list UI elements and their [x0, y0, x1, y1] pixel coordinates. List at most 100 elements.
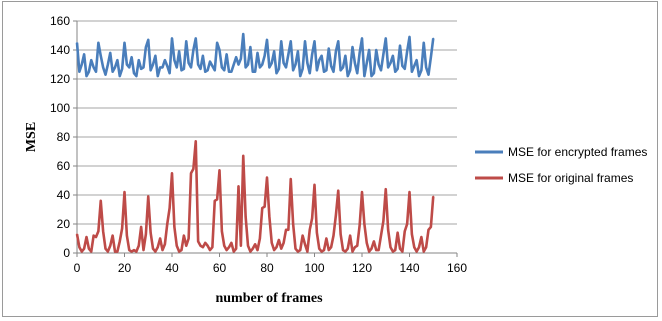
data-point — [90, 250, 93, 253]
data-point — [432, 37, 435, 40]
data-point — [175, 66, 178, 69]
data-point — [406, 50, 408, 53]
data-point — [351, 250, 354, 253]
data-point — [320, 250, 323, 253]
data-point — [173, 59, 176, 61]
data-point — [339, 233, 342, 235]
data-point — [83, 247, 85, 250]
data-point — [266, 176, 268, 179]
data-point — [301, 68, 304, 70]
data-point — [178, 50, 180, 53]
data-point — [251, 247, 254, 250]
data-point — [166, 223, 169, 225]
data-point — [278, 239, 280, 241]
data-point — [133, 249, 135, 251]
data-point — [316, 231, 318, 234]
data-point — [373, 72, 375, 74]
data-point — [206, 69, 209, 72]
data-point — [263, 55, 266, 57]
data-point — [102, 230, 104, 233]
data-point — [109, 52, 112, 54]
data-point — [301, 234, 304, 237]
data-point — [396, 231, 399, 234]
data-point — [213, 69, 216, 72]
data-point — [427, 229, 430, 231]
data-point — [85, 236, 88, 238]
x-tick-label: 0 — [74, 261, 81, 275]
data-point — [204, 242, 207, 244]
data-point — [187, 62, 190, 64]
data-point — [432, 195, 435, 198]
data-point — [209, 60, 211, 63]
data-point — [247, 244, 249, 247]
data-point — [261, 207, 264, 209]
data-point — [275, 246, 278, 248]
data-point — [323, 249, 325, 251]
y-tick-label: 100 — [50, 101, 70, 115]
data-point — [280, 247, 283, 250]
data-point — [135, 250, 138, 253]
data-point — [349, 234, 351, 237]
y-axis-title: MSE — [24, 122, 39, 152]
data-point — [349, 69, 351, 72]
data-point — [415, 59, 418, 61]
data-point — [76, 233, 78, 235]
series-line — [75, 140, 435, 253]
data-point — [335, 50, 337, 53]
data-point — [140, 68, 142, 70]
data-point — [382, 53, 385, 56]
data-point — [135, 75, 138, 77]
y-tick-label: 80 — [57, 130, 71, 144]
data-point — [403, 68, 406, 70]
data-point — [254, 243, 256, 246]
data-point — [173, 226, 176, 228]
data-point — [92, 66, 95, 69]
data-point — [166, 65, 169, 67]
data-point — [384, 37, 387, 40]
data-point — [123, 41, 126, 44]
data-point — [247, 63, 249, 66]
data-point — [107, 250, 109, 253]
data-point — [337, 40, 340, 43]
data-point — [256, 249, 259, 251]
data-point — [204, 70, 207, 73]
data-point — [121, 68, 123, 70]
data-point — [313, 40, 316, 43]
x-axis-ticks: 0 20 40 60 80 100 120 140 160 — [74, 253, 467, 275]
data-point — [389, 246, 392, 248]
data-point — [149, 231, 152, 234]
data-point — [422, 250, 425, 253]
data-point — [95, 70, 97, 73]
x-tick-label: 100 — [304, 261, 324, 275]
data-point — [202, 246, 204, 248]
data-point — [225, 249, 228, 251]
data-point — [306, 62, 309, 64]
data-point — [344, 55, 347, 57]
data-point — [413, 65, 416, 67]
data-point — [278, 68, 280, 70]
x-tick-label: 140 — [399, 261, 419, 275]
data-point — [185, 40, 188, 43]
data-point — [365, 62, 368, 64]
data-point — [114, 66, 116, 69]
data-point — [285, 229, 287, 231]
data-point — [216, 41, 218, 44]
data-point — [420, 236, 423, 238]
data-point — [128, 66, 131, 69]
series-lines — [75, 32, 435, 253]
legend: MSE for encrypted frames MSE for original… — [475, 145, 647, 185]
data-point — [152, 63, 154, 66]
data-point — [365, 242, 368, 244]
data-point — [149, 69, 152, 72]
data-point — [292, 69, 294, 72]
data-point — [342, 249, 344, 251]
data-point — [396, 68, 399, 70]
data-point — [185, 244, 188, 247]
data-point — [308, 72, 311, 74]
data-point — [363, 75, 366, 77]
data-point — [142, 66, 145, 69]
data-point — [147, 39, 150, 41]
data-point — [344, 250, 347, 253]
data-point — [408, 191, 411, 193]
data-point — [104, 247, 107, 250]
